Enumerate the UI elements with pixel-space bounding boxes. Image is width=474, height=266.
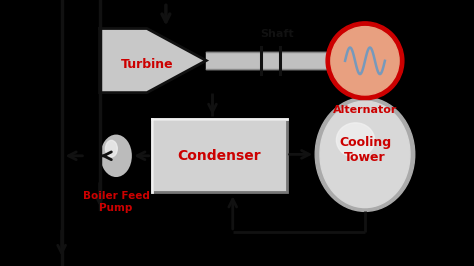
Text: Alternator: Alternator bbox=[333, 105, 397, 115]
Ellipse shape bbox=[320, 101, 410, 207]
Ellipse shape bbox=[106, 140, 118, 157]
Text: Cooling
Tower: Cooling Tower bbox=[339, 136, 391, 164]
Text: Condenser: Condenser bbox=[177, 149, 261, 163]
Circle shape bbox=[326, 22, 404, 100]
Circle shape bbox=[331, 27, 399, 95]
Polygon shape bbox=[100, 28, 206, 93]
Ellipse shape bbox=[315, 97, 415, 211]
Text: Turbine: Turbine bbox=[120, 58, 173, 71]
Text: Shaft: Shaft bbox=[261, 29, 294, 39]
Ellipse shape bbox=[337, 123, 374, 157]
FancyBboxPatch shape bbox=[152, 119, 287, 192]
Ellipse shape bbox=[101, 136, 131, 176]
Text: Boiler Feed
Pump: Boiler Feed Pump bbox=[82, 192, 150, 213]
